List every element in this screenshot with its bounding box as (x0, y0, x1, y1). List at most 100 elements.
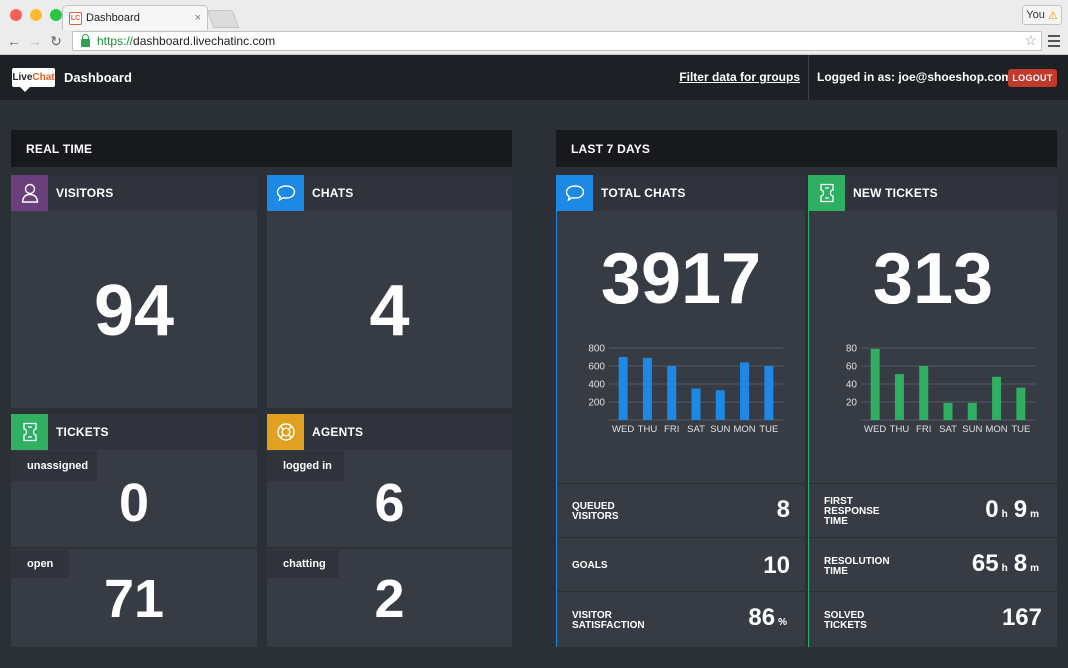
y-tick-label: 600 (588, 362, 605, 373)
browser-tab[interactable]: LC Dashboard × (62, 5, 208, 30)
goals-number: 10 (763, 552, 790, 579)
visitor-satisfaction-number: 86 (748, 604, 776, 631)
solved-tickets-label: SOLVED TICKETS (824, 610, 867, 631)
logo-text-chat: Chat (32, 72, 55, 83)
login-info: Logged in as: joe@shoeshop.com (817, 70, 1012, 84)
reload-icon[interactable]: ↻ (50, 33, 62, 49)
total-chats-title: TOTAL CHATS (601, 186, 686, 200)
chat-bubble-icon (267, 175, 304, 211)
logged-in-agents-count: 6 (374, 473, 405, 533)
bar (1016, 387, 1026, 420)
chatting-agents-label: chatting (267, 550, 339, 578)
bar (691, 388, 701, 420)
ticket-icon (808, 175, 845, 211)
last7-section-title: LAST 7 DAYS (556, 130, 1057, 167)
logout-button[interactable]: LOGOUT (1008, 69, 1057, 87)
close-window-button[interactable] (10, 9, 22, 21)
total-chats-tile-header: TOTAL CHATS (556, 175, 805, 211)
first-response-hours: 0 (985, 496, 999, 523)
chats-count: 4 (369, 271, 410, 351)
new-tickets-tile-header: NEW TICKETS (808, 175, 1057, 211)
app-header: Live Chat Dashboard Filter data for group… (0, 55, 1068, 100)
x-tick-label: SAT (687, 424, 705, 435)
total-chats-count: 3917 (600, 239, 762, 319)
unassigned-label: unassigned (11, 451, 97, 481)
queued-visitors-label: QUEUED VISITORS (572, 501, 619, 522)
lifebuoy-icon (267, 414, 304, 450)
solved-tickets-row: SOLVED TICKETS 167 (809, 591, 1057, 647)
tickets-title: TICKETS (56, 425, 109, 439)
address-bar[interactable]: https:// dashboard.livechatinc.com ☆ (72, 31, 1042, 51)
hours-unit: h (1001, 509, 1008, 520)
y-tick-label: 60 (846, 362, 858, 373)
resolution-hours: 65 (971, 550, 999, 577)
x-tick-label: SUN (710, 424, 730, 435)
chats-tile-header: CHATS (267, 175, 512, 211)
warning-icon: ⚠ (1047, 9, 1058, 22)
realtime-section-title: REAL TIME (11, 130, 512, 167)
first-response-value: 0 h 9 m (985, 496, 1042, 524)
x-tick-label: TUE (1011, 424, 1030, 435)
goals-value: 10 (763, 552, 790, 580)
tickets-tile: TICKETS unassigned 0 open 71 (11, 414, 257, 647)
bar (764, 366, 774, 420)
total-chats-tile: TOTAL CHATS 3917 200 400 600 800 WED THU FRI SA… (556, 175, 805, 647)
solved-tickets-number: 167 (1001, 604, 1042, 631)
agents-title: AGENTS (312, 425, 364, 439)
bar (618, 357, 628, 420)
y-tick-label: 200 (588, 398, 605, 409)
filter-groups-link[interactable]: Filter data for groups (679, 70, 800, 84)
x-tick-label: SAT (939, 424, 957, 435)
x-tick-label: TUE (759, 424, 778, 435)
open-count: 71 (103, 569, 165, 629)
chats-title: CHATS (312, 186, 354, 200)
bar (667, 366, 677, 420)
x-tick-label: MON (733, 424, 755, 435)
y-tick-label: 40 (846, 380, 858, 391)
chatting-agents-count: 2 (374, 569, 405, 629)
bar (642, 357, 652, 420)
minutes-unit: m (1030, 509, 1039, 520)
new-tab-button[interactable] (206, 10, 240, 28)
first-response-minutes: 9 (1013, 496, 1028, 523)
resolution-time-value: 65 h 8 m (972, 550, 1042, 578)
y-tick-label: 20 (846, 398, 858, 409)
resolution-time-label: RESOLUTION TIME (824, 556, 890, 577)
visitors-tile-header: VISITORS (11, 175, 257, 211)
bar (740, 362, 750, 420)
goals-label: GOALS (572, 560, 608, 571)
livechat-logo[interactable]: Live Chat (12, 68, 55, 92)
bar (894, 374, 904, 420)
visitor-satisfaction-row: VISITOR SATISFACTION 86 % (557, 591, 805, 647)
browser-menu-icon[interactable] (1048, 35, 1060, 50)
back-icon[interactable]: ← (7, 33, 21, 49)
tickets-tile-header: TICKETS (11, 414, 257, 450)
ticket-icon (11, 414, 48, 450)
visitors-count: 94 (93, 271, 175, 351)
chat-bubble-icon (556, 175, 593, 211)
url-scheme: https:// (97, 34, 134, 48)
profile-button[interactable]: You ⚠ (1022, 5, 1062, 25)
queued-visitors-value: 8 (777, 496, 790, 524)
profile-label: You (1026, 9, 1045, 21)
queued-visitors-number: 8 (776, 496, 790, 523)
url-host: dashboard.livechatinc.com (133, 34, 276, 48)
chats-tile: CHATS 4 (267, 175, 512, 408)
x-tick-label: MON (985, 424, 1007, 435)
favicon-icon: LC (69, 11, 82, 25)
x-tick-label: THU (890, 424, 910, 435)
bookmark-star-icon[interactable]: ☆ (1024, 32, 1037, 48)
forward-icon[interactable]: → (28, 33, 42, 49)
page-title: Dashboard (64, 70, 132, 85)
logged-in-agents-label: logged in (267, 451, 344, 481)
visitors-tile: VISITORS 94 (11, 175, 257, 408)
x-tick-label: FRI (916, 424, 931, 435)
close-tab-icon[interactable]: × (194, 12, 201, 24)
total-chats-chart: 200 400 600 800 WED THU FRI SAT SUN MON TUE (588, 344, 783, 435)
tab-title: Dashboard (86, 12, 140, 24)
visitor-satisfaction-label: VISITOR SATISFACTION (572, 610, 645, 631)
maximize-window-button[interactable] (50, 9, 62, 21)
lock-icon (81, 33, 90, 47)
bar (870, 348, 880, 420)
minimize-window-button[interactable] (30, 9, 42, 21)
